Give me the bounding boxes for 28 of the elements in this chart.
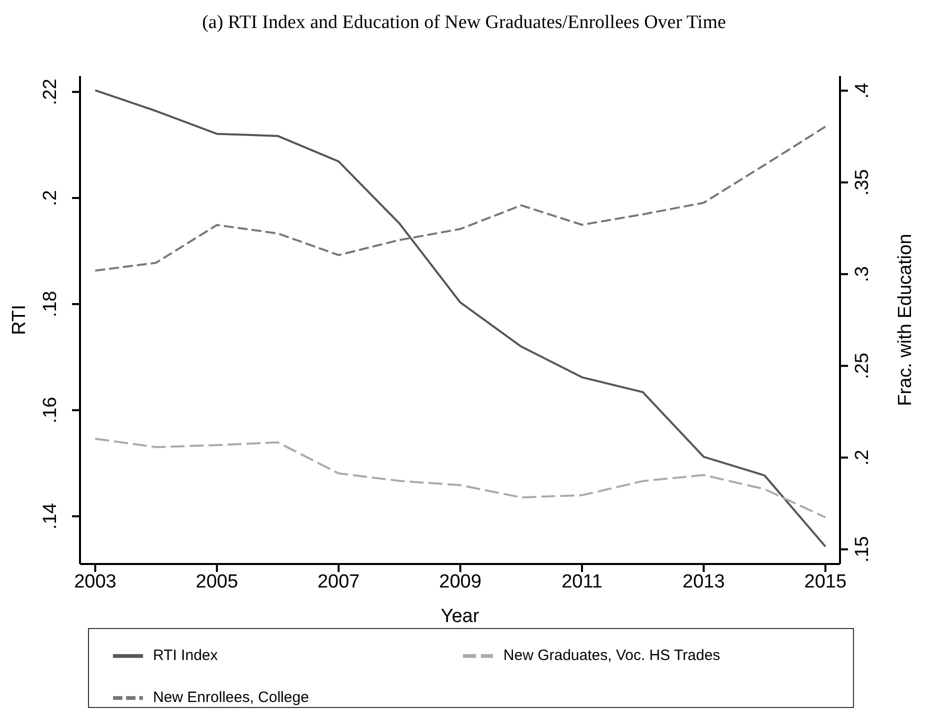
legend-label: RTI Index [153,647,218,664]
y2-tick-label: .3 [852,266,873,282]
line-series [94,438,826,518]
x-tick-label: 2011 [562,571,602,592]
chart-title: (a) RTI Index and Education of New Graduates/Enrollees Over Time [201,11,727,35]
x-tick-label: 2003 [74,571,116,592]
x-tick-label: 2013 [682,571,725,592]
y2-axis-title: Frac. with Education [894,232,917,408]
y-tick-label: .18 [40,290,61,318]
line-series [94,126,826,272]
x-tick-label: 2009 [439,571,482,592]
x-axis-title: Year [440,606,480,627]
y-axis-title: RTI [8,304,31,338]
y2-tick-label: .15 [852,536,873,563]
x-tick-label: 2015 [804,571,847,592]
line-series [94,89,826,548]
y2-tick-label: .35 [852,169,873,196]
y2-tick-label: .2 [852,450,873,466]
y-tick-label: .14 [40,502,61,530]
x-tick-label: 2007 [317,571,360,592]
y-tick-label: .16 [40,396,61,424]
x-tick-label: 2005 [196,571,238,592]
legend-label: New Graduates, Voc. HS Trades [503,647,720,664]
y2-tick-label: .25 [852,352,873,380]
y-tick-label: .2 [40,190,61,206]
legend-label: New Enrollees, College [153,689,309,706]
y2-tick-label: .4 [852,82,873,99]
y-tick-label: .22 [40,78,61,106]
